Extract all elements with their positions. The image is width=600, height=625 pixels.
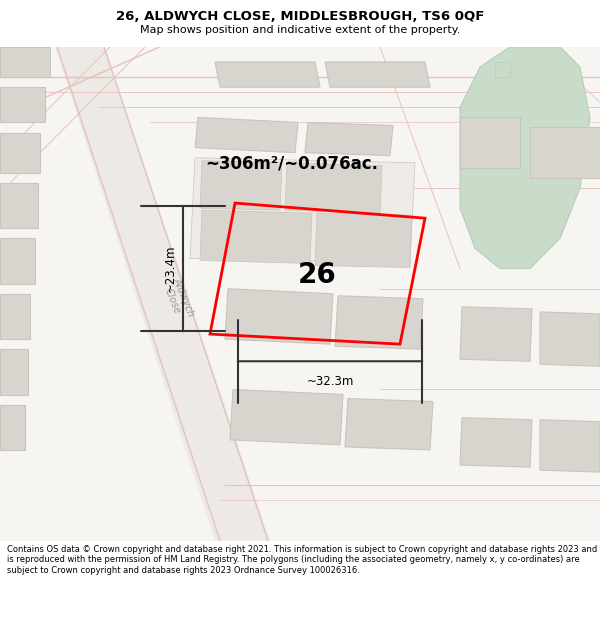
- Polygon shape: [530, 127, 600, 178]
- Text: ~306m²/~0.076ac.: ~306m²/~0.076ac.: [205, 155, 378, 173]
- Polygon shape: [325, 62, 430, 87]
- Polygon shape: [225, 289, 333, 344]
- Text: 26: 26: [298, 261, 337, 289]
- Polygon shape: [460, 418, 532, 467]
- Polygon shape: [200, 210, 312, 264]
- Text: ~32.3m: ~32.3m: [307, 376, 353, 388]
- Polygon shape: [305, 122, 393, 156]
- Polygon shape: [215, 62, 320, 87]
- Polygon shape: [230, 389, 343, 445]
- Polygon shape: [460, 118, 520, 168]
- Polygon shape: [200, 161, 282, 210]
- Polygon shape: [345, 399, 433, 450]
- Text: Map shows position and indicative extent of the property.: Map shows position and indicative extent…: [140, 25, 460, 35]
- Polygon shape: [0, 47, 50, 77]
- Polygon shape: [540, 312, 600, 366]
- Text: Contains OS data © Crown copyright and database right 2021. This information is : Contains OS data © Crown copyright and d…: [7, 545, 598, 574]
- Text: Aldwych
Close: Aldwych Close: [160, 276, 196, 322]
- Polygon shape: [55, 47, 270, 541]
- Polygon shape: [460, 307, 532, 361]
- Polygon shape: [0, 404, 25, 450]
- Polygon shape: [195, 118, 298, 152]
- Polygon shape: [0, 87, 45, 123]
- Polygon shape: [0, 183, 38, 228]
- Polygon shape: [0, 132, 40, 173]
- Polygon shape: [495, 62, 510, 77]
- Polygon shape: [540, 420, 600, 472]
- Polygon shape: [285, 162, 382, 213]
- Polygon shape: [315, 213, 412, 268]
- Polygon shape: [0, 238, 35, 284]
- Polygon shape: [460, 47, 590, 269]
- Polygon shape: [0, 294, 30, 339]
- Polygon shape: [190, 158, 415, 264]
- Polygon shape: [0, 349, 28, 394]
- Polygon shape: [335, 296, 423, 349]
- Text: 26, ALDWYCH CLOSE, MIDDLESBROUGH, TS6 0QF: 26, ALDWYCH CLOSE, MIDDLESBROUGH, TS6 0Q…: [116, 10, 484, 23]
- Text: ~23.4m: ~23.4m: [163, 245, 176, 292]
